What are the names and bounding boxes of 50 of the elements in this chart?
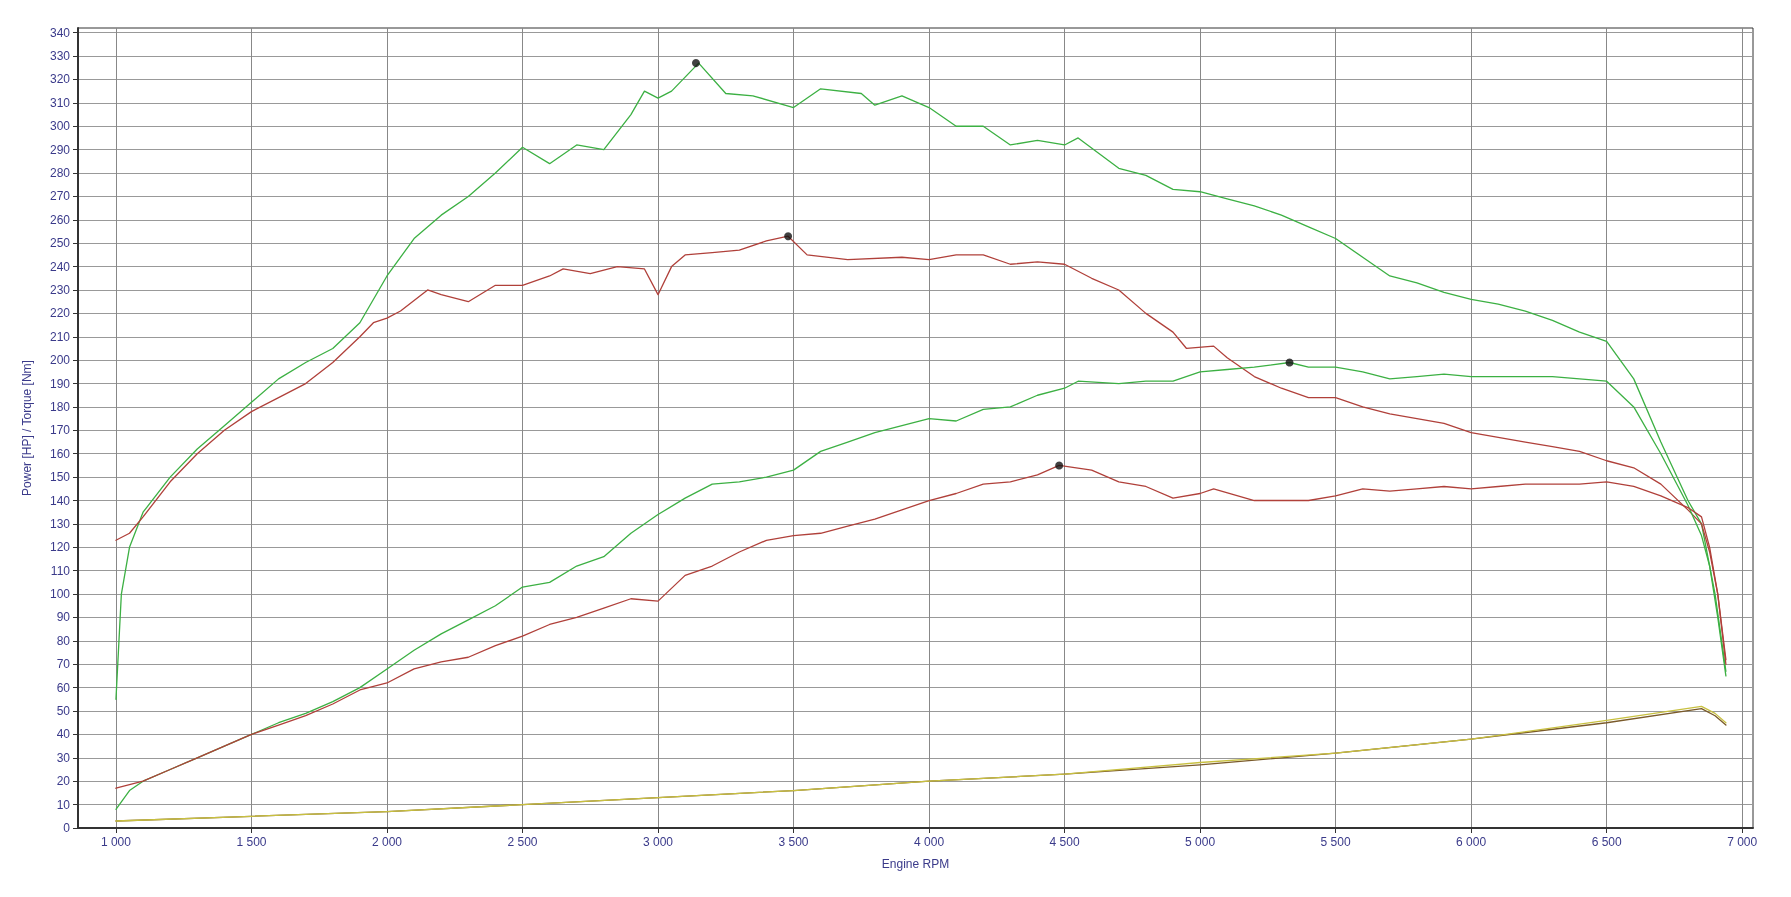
x-tick-label: 4 500 xyxy=(1049,835,1080,849)
y-tick-label: 250 xyxy=(49,236,71,251)
y-tick-label: 20 xyxy=(56,774,71,789)
y-tick-label: 40 xyxy=(56,727,71,742)
y-tick-label: 70 xyxy=(56,657,71,672)
x-tick-label: 4 000 xyxy=(914,835,945,849)
x-tick-label: 1 000 xyxy=(100,835,132,849)
y-tick-label: 160 xyxy=(49,446,71,461)
y-tick-label: 130 xyxy=(49,516,71,531)
y-tick-label: 50 xyxy=(56,704,71,719)
y-tick-label: 10 xyxy=(56,797,71,812)
y-tick-label: 140 xyxy=(49,493,71,508)
x-axis-title: Engine RPM xyxy=(881,857,950,871)
x-tick-label: 1 500 xyxy=(236,835,267,849)
x-tick-label: 5 000 xyxy=(1185,835,1216,849)
x-tick-label: 3 500 xyxy=(778,835,809,849)
y-tick-label: 340 xyxy=(49,25,71,40)
y-tick-label: 30 xyxy=(56,750,71,765)
y-tick-label: 120 xyxy=(49,540,71,555)
y-tick-label: 320 xyxy=(49,72,71,87)
y-tick-label: 230 xyxy=(49,282,71,297)
y-tick-label: 290 xyxy=(49,142,71,157)
y-tick-label: 90 xyxy=(56,610,71,625)
y-tick-label: 0 xyxy=(63,821,71,835)
y-tick-label: 80 xyxy=(56,633,71,648)
x-tick-label: 6 500 xyxy=(1591,835,1622,849)
y-tick-label: 210 xyxy=(49,329,71,344)
x-tick-label: 7 000 xyxy=(1727,835,1758,849)
y-tick-label: 110 xyxy=(50,563,71,578)
y-tick-label: 200 xyxy=(49,353,71,368)
y-tick-label: 100 xyxy=(49,587,71,602)
y-tick-label: 240 xyxy=(49,259,71,274)
y-tick-label: 170 xyxy=(49,423,71,438)
y-tick-label: 330 xyxy=(49,49,71,64)
y-tick-label: 270 xyxy=(49,189,71,204)
y-tick-label: 300 xyxy=(49,119,71,134)
y-tick-label: 180 xyxy=(49,399,71,414)
y-tick-label: 190 xyxy=(49,376,71,391)
y-tick-label: 150 xyxy=(49,470,71,485)
y-tick-label: 280 xyxy=(49,166,71,181)
x-tick-label: 3 000 xyxy=(643,835,674,849)
x-tick-label: 2 000 xyxy=(371,835,403,849)
y-tick-label: 260 xyxy=(49,212,71,227)
x-tick-label: 2 500 xyxy=(507,835,538,849)
y-tick-label: 310 xyxy=(49,95,71,110)
y-tick-label: 220 xyxy=(49,306,71,321)
x-tick-label: 6 000 xyxy=(1456,835,1487,849)
y-axis-title: Power [HP] / Torque [Nm] xyxy=(20,360,34,496)
y-tick-label: 60 xyxy=(56,680,71,695)
x-tick-label: 5 500 xyxy=(1320,835,1351,849)
